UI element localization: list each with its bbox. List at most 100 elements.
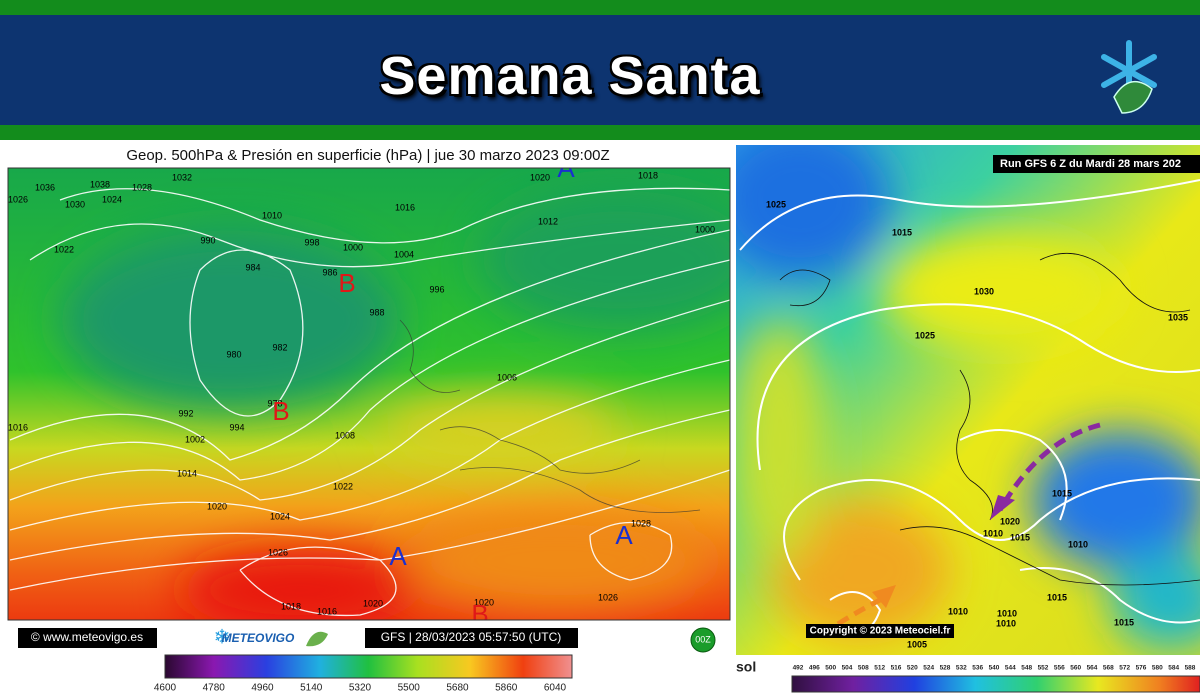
isobar-label: 1025 xyxy=(766,199,786,209)
scale-label: 508 xyxy=(858,665,869,672)
isobar-label: 1000 xyxy=(695,224,715,234)
scale-label: 588 xyxy=(1185,665,1196,672)
isobar-label: 1022 xyxy=(54,244,74,254)
isobar-label: 1012 xyxy=(538,216,558,226)
isobar-label: 1002 xyxy=(185,434,205,444)
isobar-label: 1018 xyxy=(281,601,301,611)
low-marker: B xyxy=(471,599,488,629)
scale-label: 560 xyxy=(1070,665,1081,672)
cycle: 00Z xyxy=(695,634,711,644)
scale-label: 556 xyxy=(1054,665,1065,672)
isobar-label: 1008 xyxy=(335,430,355,440)
scale-label: 524 xyxy=(923,665,934,672)
scale-label: 5140 xyxy=(300,683,323,694)
scale-label: 4780 xyxy=(203,683,226,694)
isobar-label: 1035 xyxy=(1168,312,1188,322)
top-stripe xyxy=(0,0,1200,15)
isobar-label: 978 xyxy=(267,398,282,408)
low-marker: B xyxy=(272,396,289,426)
isobar-label: 1010 xyxy=(997,608,1017,618)
scale-label: 4960 xyxy=(251,683,274,694)
isobar-label: 1024 xyxy=(102,194,122,204)
scale-label: 496 xyxy=(809,665,820,672)
colorbar xyxy=(791,675,1200,693)
isobar-label: 1010 xyxy=(996,618,1016,628)
isobar-label: 1024 xyxy=(270,511,290,521)
scale-label: 552 xyxy=(1038,665,1049,672)
isobar-label: 1000 xyxy=(343,242,363,252)
scale-label: 584 xyxy=(1168,665,1179,672)
scale-label: 4600 xyxy=(154,683,177,694)
isobar-label: 1036 xyxy=(35,182,55,192)
isobar-label: 1020 xyxy=(207,501,227,511)
scale-label: 540 xyxy=(989,665,1000,672)
high-marker: A xyxy=(389,541,407,571)
isobar-label: 996 xyxy=(429,284,444,294)
flow-arrow xyxy=(836,597,882,627)
brand-icon: ❄ xyxy=(214,626,231,648)
flow-arrowhead xyxy=(990,495,1015,520)
isobar-label: 1010 xyxy=(983,528,1003,538)
isobar-label: 1015 xyxy=(1052,488,1072,498)
logo xyxy=(1101,40,1157,114)
isobar-label: 1018 xyxy=(638,170,658,180)
high-marker: A xyxy=(557,153,575,183)
isobar-label: 1028 xyxy=(132,182,152,192)
run-box xyxy=(365,628,578,648)
isobar-label: 998 xyxy=(304,237,319,247)
isobar-label: 1022 xyxy=(333,481,353,491)
isobar-label: 1030 xyxy=(974,286,994,296)
scale-label: 520 xyxy=(907,665,918,672)
isobar-label: 980 xyxy=(226,349,241,359)
scale-label: 580 xyxy=(1152,665,1163,672)
isobar-label: 1030 xyxy=(65,199,85,209)
isobar-label: 1004 xyxy=(394,249,414,259)
isobar-label: 1010 xyxy=(948,606,968,616)
scale-label: 572 xyxy=(1119,665,1130,672)
right-map: 1025 1015 1030 1025 1035 1015 1020 1010 … xyxy=(736,145,1200,655)
scale-label: 528 xyxy=(940,665,951,672)
isobar-label: 1020 xyxy=(1000,516,1020,526)
isobar-label: 1032 xyxy=(172,172,192,182)
isobar-label: 1020 xyxy=(474,597,494,607)
scale-label: 6040 xyxy=(544,683,567,694)
copyright: Copyright © 2023 Meteociel.fr xyxy=(810,626,951,637)
high-marker: A xyxy=(615,520,633,550)
flow-arrowhead xyxy=(872,585,896,608)
map-frame xyxy=(7,167,731,621)
copyright-box xyxy=(806,624,954,638)
isobar-label: 1026 xyxy=(268,547,288,557)
isobar-label: 1015 xyxy=(1010,532,1030,542)
scale-label: 516 xyxy=(891,665,902,672)
low-marker: B xyxy=(338,268,355,298)
isobar-label: 1026 xyxy=(598,592,618,602)
scale-label: 568 xyxy=(1103,665,1114,672)
isobar-label: 1005 xyxy=(907,639,927,649)
isobar-label: 994 xyxy=(229,422,244,432)
isobar-label: 1015 xyxy=(892,227,912,237)
scale-label: 5680 xyxy=(446,683,469,694)
flow-arrow xyxy=(997,422,1101,512)
scale-label: 512 xyxy=(874,665,885,672)
scale-label: 576 xyxy=(1136,665,1147,672)
isobar-label: 1016 xyxy=(8,422,28,432)
isobar-label: 984 xyxy=(245,262,260,272)
isobar-label: 988 xyxy=(369,307,384,317)
run-box xyxy=(993,155,1200,173)
credit: © www.meteovigo.es xyxy=(31,630,143,644)
scale-label: 500 xyxy=(825,665,836,672)
map-title: Geop. 500hPa & Presión en superficie (hP… xyxy=(126,147,609,164)
isobar-label: 1010 xyxy=(262,210,282,220)
isobar-label: 1028 xyxy=(631,518,651,528)
scale-label: 536 xyxy=(972,665,983,672)
isobar-label: 1020 xyxy=(363,598,383,608)
scale-label: 532 xyxy=(956,665,967,672)
isobar-label: 1015 xyxy=(1114,617,1134,627)
brand: METEOVIGO xyxy=(222,631,295,645)
isobar-label: 982 xyxy=(272,342,287,352)
scale-label: 492 xyxy=(793,665,804,672)
left-map: 1036 1030 1038 1026 1028 1032 1024 1022 … xyxy=(8,153,730,629)
banner: Semana Santa xyxy=(0,15,1200,125)
